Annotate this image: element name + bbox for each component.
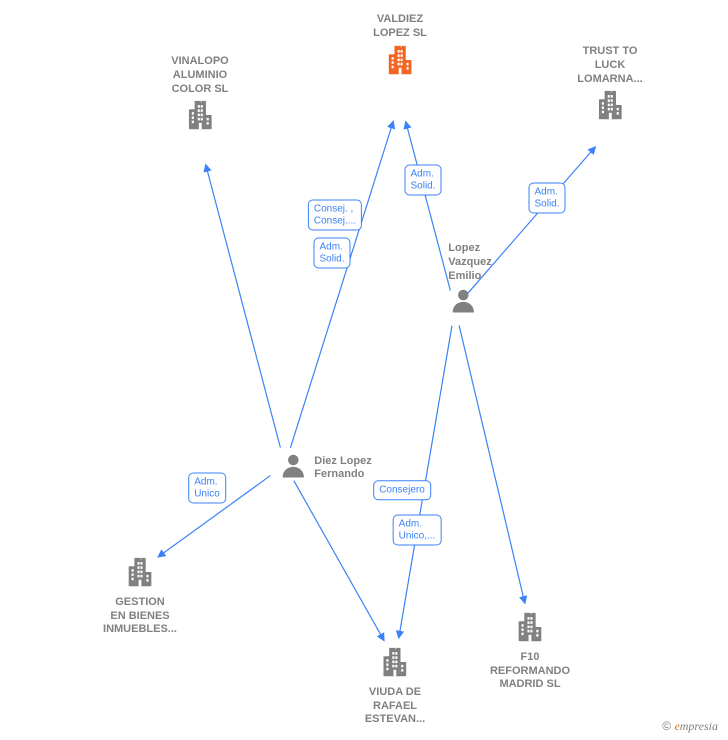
edge-fernando-viuda bbox=[294, 481, 384, 641]
diagram-canvas bbox=[0, 0, 728, 740]
edge-fernando-vinalopo bbox=[206, 164, 281, 447]
edge-fernando-gestion bbox=[158, 476, 271, 558]
edge-emilio-f10 bbox=[459, 326, 525, 604]
copyright-symbol: © bbox=[662, 719, 671, 733]
edge-fernando-valdiez bbox=[290, 121, 393, 448]
edge-emilio-trust bbox=[467, 147, 596, 295]
footer-copyright: © empresia bbox=[662, 719, 718, 734]
edge-emilio-viuda bbox=[399, 326, 452, 639]
edge-emilio-valdiez bbox=[406, 121, 451, 290]
brand-rest: mpresia bbox=[680, 719, 718, 733]
